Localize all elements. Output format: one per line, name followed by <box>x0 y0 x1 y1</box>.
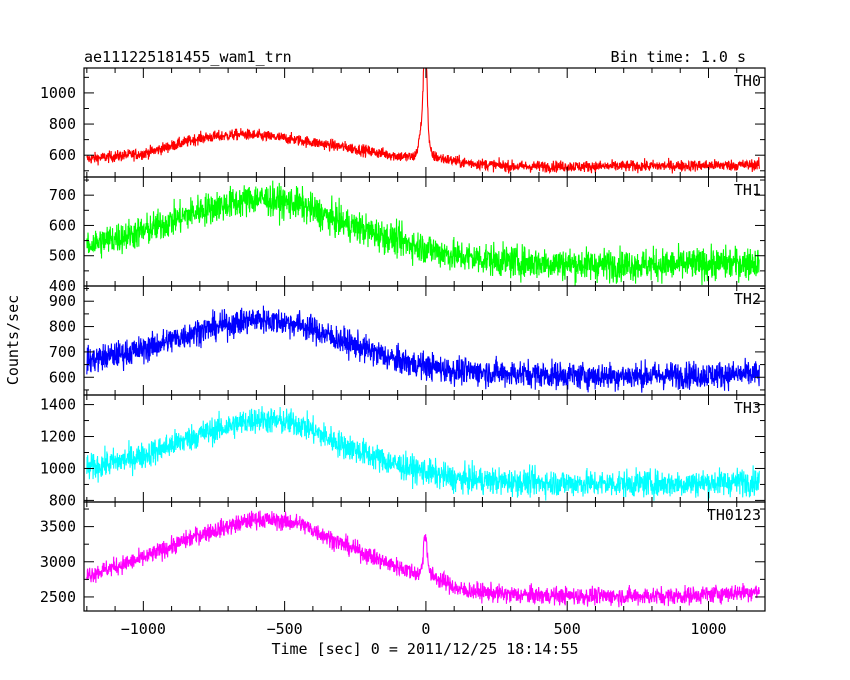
panel-th2: 600 700 800 900 TH2 <box>49 285 766 396</box>
x-tick-label: 1000 <box>690 620 726 638</box>
panel-label-th0123: TH0123 <box>707 506 761 524</box>
series-line-th2 <box>86 305 760 393</box>
y-tick-label: 700 <box>49 343 76 361</box>
y-tick-label: 1400 <box>40 396 76 414</box>
y-axis-label: Counts/sec <box>4 295 22 385</box>
y-tick-label: 1200 <box>40 428 76 446</box>
x-axis: −1000 −500 0 500 1000 <box>121 620 727 638</box>
panel-frame <box>83 501 766 612</box>
y-tick-label: 800 <box>49 491 76 509</box>
x-tick-label: 500 <box>554 620 581 638</box>
y-tick-label: 1000 <box>40 84 76 102</box>
y-tick-label: 600 <box>49 146 76 164</box>
y-tick-label: 800 <box>49 318 76 336</box>
panel-label-th0: TH0 <box>734 72 761 90</box>
y-tick-label: 500 <box>49 247 76 265</box>
x-axis-label: Time [sec] 0 = 2011/12/25 18:14:55 <box>271 640 578 658</box>
y-tick-label: 2500 <box>40 588 76 606</box>
y-tick-label: 3500 <box>40 518 76 536</box>
y-tick-label: 900 <box>49 292 76 310</box>
panel-th3: 800 1000 1200 1400 TH3 <box>40 394 766 509</box>
panel-th1: 400 500 600 700 TH1 <box>49 176 766 295</box>
panel-label-th2: TH2 <box>734 290 761 308</box>
panel-th0: 600 800 1000 TH0 <box>40 67 766 178</box>
y-tick-label: 600 <box>49 216 76 234</box>
y-tick-label: 700 <box>49 186 76 204</box>
panel-label-th1: TH1 <box>734 181 761 199</box>
y-tick-label: 600 <box>49 368 76 386</box>
y-tick-label: 1000 <box>40 459 76 477</box>
chart-title-right: Bin time: 1.0 s <box>611 48 746 66</box>
series-line-th3 <box>86 406 760 502</box>
chart-title-left: ae111225181455_wam1_trn <box>84 48 292 66</box>
y-tick-label: 800 <box>49 115 76 133</box>
panel-th0123: 2500 3000 3500 TH0123 <box>40 501 766 612</box>
x-tick-label: 0 <box>421 620 430 638</box>
series-line-th1 <box>86 180 760 286</box>
x-tick-label: −1000 <box>121 620 166 638</box>
series-line-th0123 <box>86 510 760 608</box>
series-line-th0 <box>86 68 760 175</box>
y-tick-label: 3000 <box>40 553 76 571</box>
panel-frame <box>83 67 766 178</box>
panels-group: 600 800 1000 TH0 400 500 600 700 TH1 600 700 800 900… <box>40 67 766 612</box>
x-tick-label: −500 <box>267 620 303 638</box>
panel-label-th3: TH3 <box>734 399 761 417</box>
y-tick-label: 400 <box>49 277 76 295</box>
